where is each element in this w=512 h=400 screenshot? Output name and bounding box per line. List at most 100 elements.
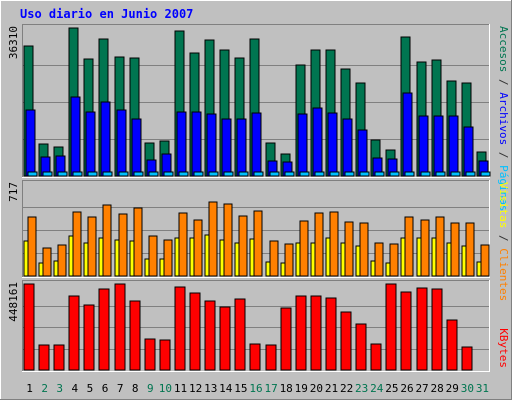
bar-kbytes-kbytes-day-25 [385,283,397,371]
bar-kbytes-kbytes-day-11 [174,286,186,371]
day-label-31: 31 [476,382,489,395]
bar-traffic-pginas-day-1 [27,171,38,177]
day-label-8: 8 [132,382,139,395]
bar-visits-clientes-day-12 [193,219,203,277]
bar-traffic-pginas-day-20 [314,171,325,177]
day-label-15: 15 [234,382,247,395]
chart-title: Uso diario en Junio 2007 [20,7,193,21]
axis-legend: Visitas / Clientes [497,182,510,301]
axis-legend-part: Páginas [497,165,510,211]
bar-visits-clientes-day-3 [57,244,67,277]
day-label-22: 22 [340,382,353,395]
bar-visits-clientes-day-17 [269,240,279,277]
x-axis-day-labels: 1 2 3 4 5 6 7 8 9 10 11 12 13 14 15 16 17 18 19 20 21 22 23 24 2… [26,382,489,395]
bar-kbytes-kbytes-day-13 [204,300,216,371]
bar-kbytes-kbytes-day-24 [370,343,382,371]
day-label-4: 4 [72,382,79,395]
bar-visits-clientes-day-8 [133,207,143,277]
bar-kbytes-kbytes-day-22 [340,311,352,371]
day-label-17: 17 [264,382,277,395]
bar-visits-clientes-day-27 [420,219,430,277]
bar-visits-clientes-day-10 [163,239,173,277]
bar-visits-clientes-day-31 [480,244,490,277]
bar-visits-clientes-day-4 [72,211,82,277]
bar-visits-clientes-day-6 [102,204,112,277]
day-label-13: 13 [204,382,217,395]
bar-traffic-pginas-day-10 [163,171,174,177]
bar-traffic-pginas-day-5 [87,171,98,177]
bar-traffic-pginas-day-6 [102,171,113,177]
bar-traffic-pginas-day-31 [480,171,491,177]
bar-traffic-pginas-day-15 [238,171,249,177]
bar-kbytes-kbytes-day-27 [416,287,428,371]
y-max-label: 448161 [7,282,20,322]
day-label-1: 1 [26,382,33,395]
bar-traffic-archivos-day-16 [251,112,262,177]
bar-traffic-archivos-day-23 [357,129,368,177]
bar-visits-clientes-day-23 [359,222,369,277]
bar-traffic-archivos-day-21 [327,112,338,177]
bar-visits-clientes-day-7 [118,213,128,277]
axis-legend-part: Visitas [497,182,510,228]
bar-kbytes-kbytes-day-23 [355,323,367,371]
bar-traffic-pginas-day-25 [389,171,400,177]
day-label-16: 16 [249,382,262,395]
bar-traffic-pginas-day-28 [435,171,446,177]
bar-visits-clientes-day-19 [299,220,309,277]
bar-traffic-pginas-day-11 [178,171,189,177]
bar-traffic-archivos-day-20 [312,107,323,177]
bar-kbytes-kbytes-day-29 [446,319,458,371]
bar-traffic-archivos-day-13 [206,113,217,177]
bar-visits-clientes-day-14 [223,203,233,277]
axis-legend: Accesos / Archivos / Páginas [497,26,510,211]
bar-traffic-archivos-day-1 [25,109,36,177]
chart-panels: 36310 Accesos / Archivos / Páginas 717 Visi… [7,24,510,372]
bar-kbytes-kbytes-day-17 [265,344,277,371]
bar-traffic-pginas-day-9 [148,171,159,177]
bar-kbytes-kbytes-day-30 [461,346,473,371]
axis-legend-part: Archivos [497,92,510,145]
bar-traffic-pginas-day-4 [72,171,83,177]
y-max-label: 717 [7,182,20,202]
bar-traffic-pginas-day-30 [465,171,476,177]
bar-traffic-pginas-day-12 [193,171,204,177]
day-label-20: 20 [310,382,323,395]
axis-legend-part: / [497,228,510,248]
panel-kbytes: 448161 KBytes [7,280,510,372]
bar-visits-clientes-day-28 [435,216,445,277]
bar-traffic-pginas-day-7 [118,171,129,177]
axis-legend: KBytes [497,328,510,368]
bar-traffic-archivos-day-6 [100,101,111,177]
bar-traffic-pginas-day-13 [208,171,219,177]
bar-visits-clientes-day-26 [404,216,414,277]
bar-traffic-pginas-day-19 [299,171,310,177]
day-label-24: 24 [370,382,384,395]
bar-kbytes-kbytes-day-14 [219,306,231,371]
bar-traffic-archivos-day-14 [221,118,232,177]
day-label-30: 30 [461,382,474,395]
bar-kbytes-kbytes-day-20 [310,295,322,371]
bar-traffic-pginas-day-26 [404,171,415,177]
panel-traffic: 36310 Accesos / Archivos / Páginas [7,24,510,211]
day-label-26: 26 [400,382,413,395]
bar-visits-clientes-day-25 [389,243,399,277]
day-label-27: 27 [415,382,428,395]
bar-traffic-archivos-day-15 [236,118,247,177]
day-label-12: 12 [189,382,202,395]
bar-traffic-pginas-day-21 [329,171,340,177]
bar-traffic-pginas-day-23 [359,171,370,177]
bar-kbytes-kbytes-day-3 [53,344,65,371]
bar-kbytes-kbytes-day-4 [68,295,80,371]
bar-traffic-archivos-day-22 [342,118,353,177]
bar-traffic-archivos-day-7 [116,109,127,177]
day-label-6: 6 [102,382,109,395]
bar-kbytes-kbytes-day-5 [83,304,95,371]
bar-traffic-pginas-day-3 [57,171,68,177]
day-label-2: 2 [41,382,48,395]
bar-kbytes-kbytes-day-18 [280,307,292,371]
bar-visits-clientes-day-18 [284,243,294,277]
axis-legend-part: Accesos [497,26,510,72]
bar-traffic-archivos-day-5 [85,111,96,177]
bar-visits-clientes-day-5 [87,216,97,277]
